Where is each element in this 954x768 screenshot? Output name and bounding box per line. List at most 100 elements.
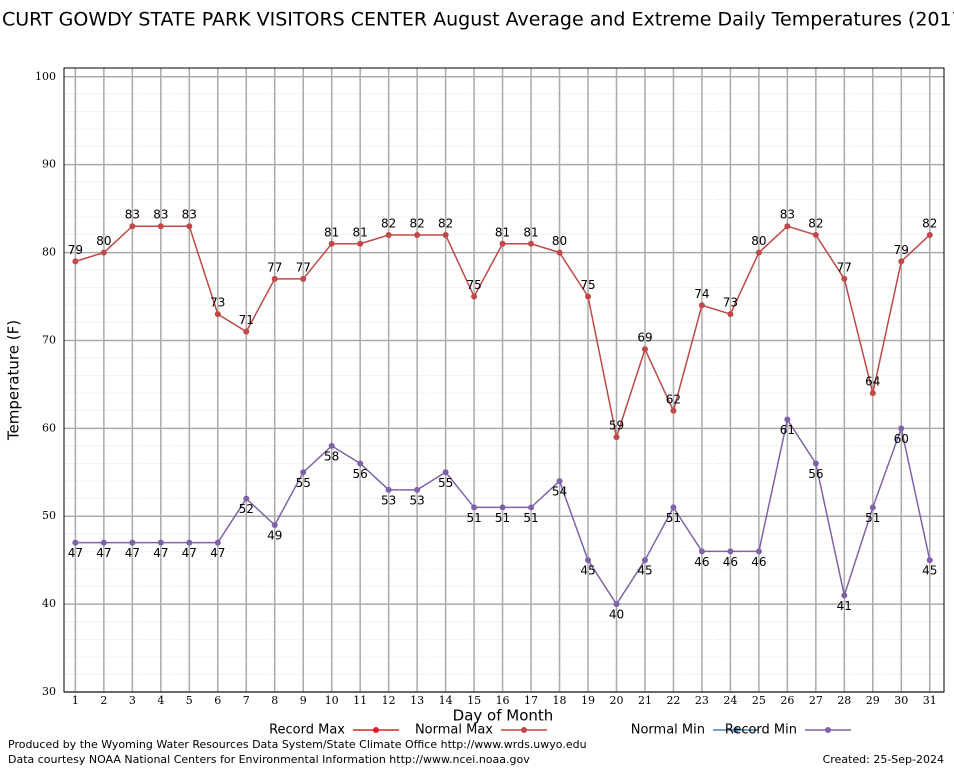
- footer-text: Data courtesy NOAA National Centers for …: [8, 753, 530, 766]
- data-point: [784, 416, 791, 423]
- data-point: [670, 407, 677, 414]
- x-tick-label: 10: [325, 694, 339, 707]
- data-point: [357, 460, 364, 467]
- y-tick-label: 50: [42, 509, 56, 522]
- data-label: 81: [353, 225, 368, 239]
- data-label: 80: [96, 234, 111, 248]
- legend-marker: [521, 727, 527, 733]
- data-point: [528, 504, 535, 511]
- x-tick-label: 17: [524, 694, 538, 707]
- data-point: [585, 557, 592, 564]
- data-point: [727, 311, 734, 318]
- data-label: 51: [466, 511, 481, 525]
- data-point: [414, 486, 421, 493]
- data-point: [471, 504, 478, 511]
- data-point: [414, 231, 421, 238]
- data-point: [784, 223, 791, 230]
- data-label: 61: [780, 423, 795, 437]
- data-label: 83: [182, 208, 197, 222]
- data-label: 55: [438, 476, 453, 490]
- x-tick-label: 12: [382, 694, 396, 707]
- x-tick-label: 2: [100, 694, 107, 707]
- data-point: [214, 311, 221, 318]
- data-point: [898, 258, 905, 265]
- data-point: [157, 539, 164, 546]
- data-label: 82: [409, 216, 424, 230]
- data-point: [613, 601, 620, 608]
- x-tick-label: 15: [467, 694, 481, 707]
- data-label: 46: [751, 555, 766, 569]
- x-tick-label: 8: [271, 694, 278, 707]
- data-point: [812, 460, 819, 467]
- data-point: [129, 539, 136, 546]
- y-tick-label: 90: [42, 158, 56, 171]
- data-point: [499, 504, 506, 511]
- minor-grid: [64, 68, 944, 692]
- x-tick-label: 9: [300, 694, 307, 707]
- data-point: [129, 223, 136, 230]
- x-tick-label: 1: [72, 694, 79, 707]
- y-tick-label: 100: [35, 70, 56, 83]
- data-label: 56: [808, 467, 823, 481]
- data-point: [328, 442, 335, 449]
- data-label: 81: [324, 225, 339, 239]
- data-point: [385, 231, 392, 238]
- chart-title: CURT GOWDY STATE PARK VISITORS CENTER Au…: [2, 9, 954, 31]
- data-point: [613, 434, 620, 441]
- data-point: [357, 240, 364, 247]
- data-point: [471, 293, 478, 300]
- y-axis-label: Temperature (F): [5, 320, 23, 441]
- data-point: [841, 275, 848, 282]
- data-label: 47: [210, 546, 225, 560]
- data-label: 53: [409, 493, 424, 507]
- x-tick-label: 3: [129, 694, 136, 707]
- data-label: 51: [495, 511, 510, 525]
- data-label: 83: [780, 208, 795, 222]
- data-label: 82: [381, 216, 396, 230]
- data-label: 77: [837, 260, 852, 274]
- x-axis-label: Day of Month: [453, 707, 554, 725]
- data-point: [72, 539, 79, 546]
- data-point: [755, 249, 762, 256]
- data-label: 62: [666, 392, 681, 406]
- data-label: 81: [495, 225, 510, 239]
- x-tick-label: 25: [752, 694, 766, 707]
- data-label: 49: [267, 529, 282, 543]
- data-label: 52: [239, 502, 254, 516]
- data-label: 54: [552, 485, 567, 499]
- data-label: 83: [125, 208, 140, 222]
- x-tick-label: 6: [214, 694, 221, 707]
- data-point: [898, 425, 905, 432]
- data-label: 82: [438, 216, 453, 230]
- data-label: 58: [324, 449, 339, 463]
- x-tick-label: 21: [638, 694, 652, 707]
- data-label: 71: [239, 313, 254, 327]
- data-label: 74: [694, 287, 709, 301]
- data-point: [214, 539, 221, 546]
- x-tick-label: 13: [410, 694, 424, 707]
- data-point: [755, 548, 762, 555]
- data-label: 45: [922, 564, 937, 578]
- data-point: [385, 486, 392, 493]
- data-label: 82: [922, 216, 937, 230]
- data-point: [727, 548, 734, 555]
- data-label: 47: [68, 546, 83, 560]
- footer-text: Created: 25-Sep-2024: [823, 753, 944, 766]
- data-label: 51: [865, 511, 880, 525]
- data-label: 82: [808, 216, 823, 230]
- data-label: 40: [609, 608, 624, 622]
- legend-marker: [825, 727, 831, 733]
- x-tick-label: 28: [837, 694, 851, 707]
- data-label: 45: [637, 564, 652, 578]
- data-point: [556, 249, 563, 256]
- data-point: [100, 249, 107, 256]
- data-label: 47: [125, 546, 140, 560]
- x-tick-label: 26: [780, 694, 794, 707]
- data-point: [300, 275, 307, 282]
- x-tick-label: 14: [439, 694, 453, 707]
- data-point: [271, 522, 278, 529]
- data-point: [698, 302, 705, 309]
- data-label: 60: [894, 432, 909, 446]
- x-tick-label: 4: [157, 694, 164, 707]
- legend-marker: [733, 727, 739, 733]
